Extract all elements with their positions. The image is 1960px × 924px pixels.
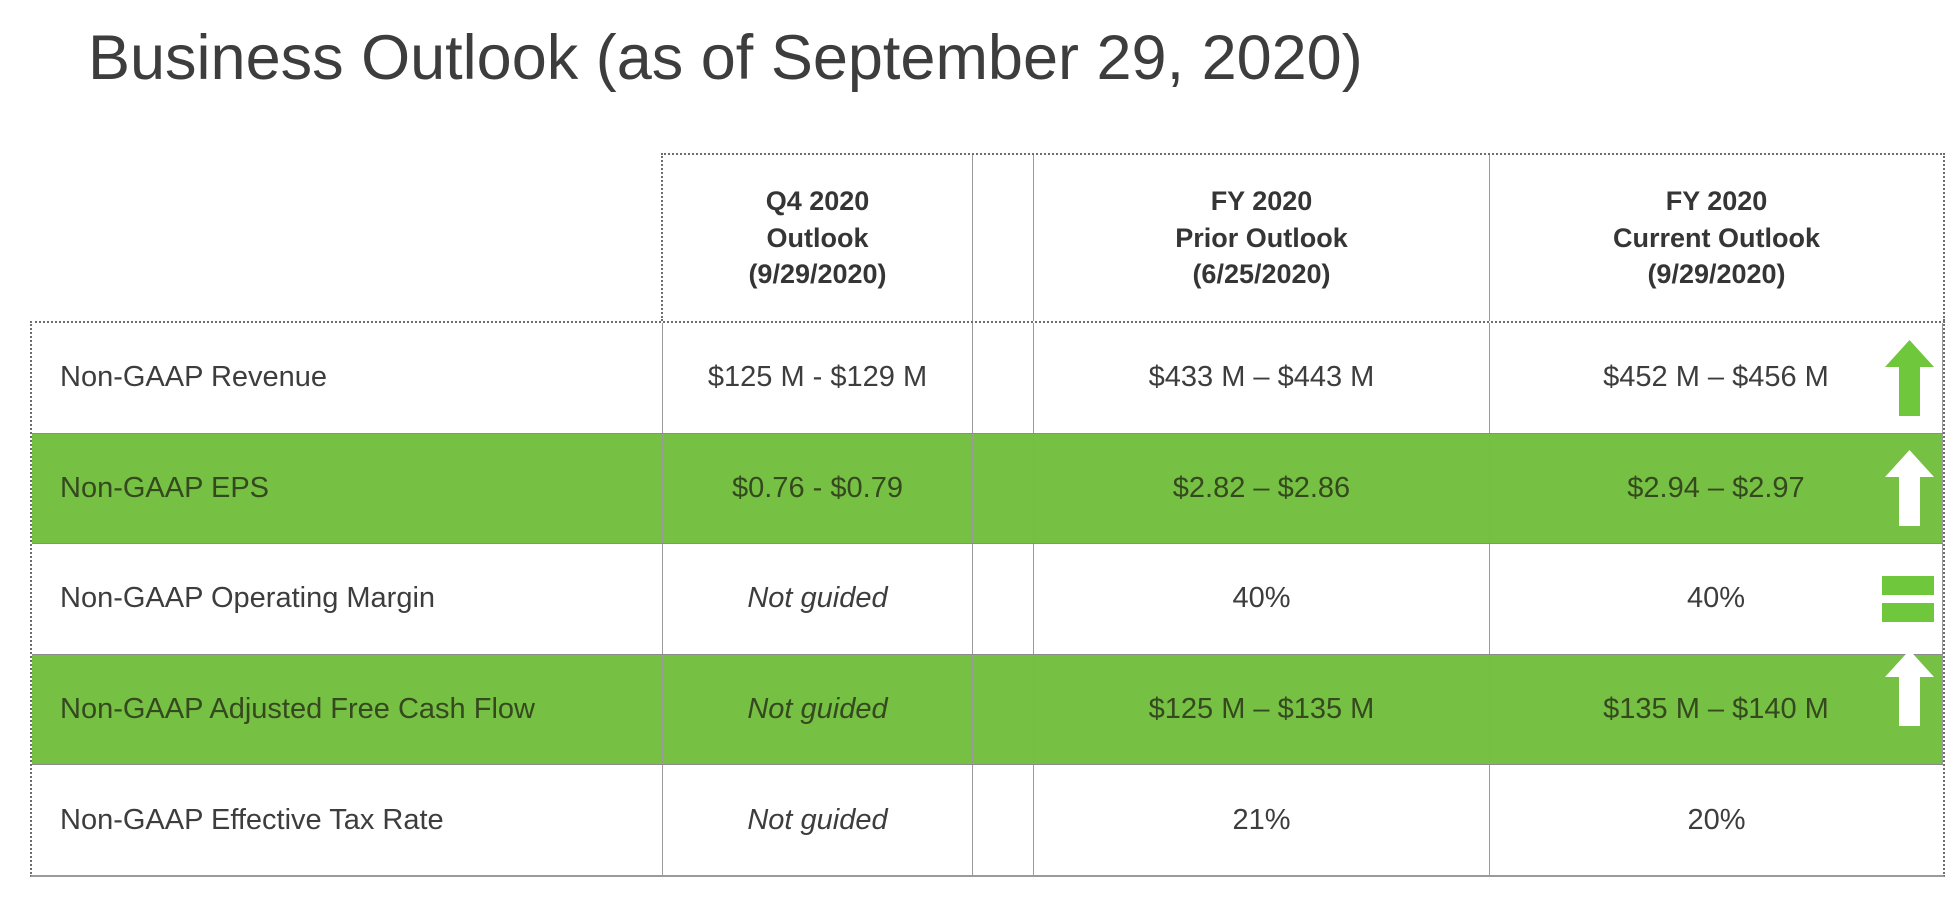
- cell-spacer: [973, 433, 1034, 544]
- up-arrow-icon: [1885, 649, 1934, 726]
- cell-fy-current-outlook: 20%: [1490, 765, 1943, 875]
- up-arrow-icon: [1885, 339, 1934, 416]
- cell-value: 40%: [1686, 582, 1746, 615]
- column-header-spacer: [973, 155, 1034, 321]
- cell-value: $125 M – $135 M: [1148, 693, 1375, 726]
- cell-value: $433 M – $443 M: [1148, 361, 1375, 394]
- cell-fy-current-outlook: $2.94 – $2.97: [1490, 433, 1943, 544]
- table-header: Q4 2020 Outlook (9/29/2020) FY 2020 Prio…: [661, 153, 1945, 321]
- outlook-table: Non-GAAP Revenue $125 M - $129 M $433 M …: [30, 321, 1945, 877]
- cell-value: $125 M - $129 M: [707, 361, 928, 394]
- cell-fy-prior-outlook: $125 M – $135 M: [1034, 654, 1490, 765]
- cell-fy-prior-outlook: 21%: [1034, 765, 1490, 875]
- row-label: Non-GAAP Operating Margin: [32, 544, 663, 654]
- cell-fy-prior-outlook: 40%: [1034, 544, 1490, 654]
- cell-value: 40%: [1232, 582, 1291, 615]
- cell-fy-prior-outlook: $2.82 – $2.86: [1034, 433, 1490, 544]
- table-row-adjusted-free-cash-flow: Non-GAAP Adjusted Free Cash Flow Not gui…: [32, 649, 1943, 765]
- row-label: Non-GAAP Adjusted Free Cash Flow: [32, 654, 663, 765]
- cell-fy-current-outlook: $135 M – $140 M: [1490, 654, 1943, 765]
- cell-spacer: [973, 765, 1034, 875]
- cell-value: Not guided: [747, 693, 888, 726]
- row-label: Non-GAAP Effective Tax Rate: [32, 765, 663, 875]
- cell-fy-prior-outlook: $433 M – $443 M: [1034, 323, 1490, 433]
- cell-value: $0.76 - $0.79: [732, 471, 903, 504]
- cell-spacer: [973, 544, 1034, 654]
- cell-fy-current-outlook: 40%: [1490, 544, 1943, 654]
- column-header-fy-current-outlook: FY 2020 Current Outlook (9/29/2020): [1613, 186, 1820, 290]
- table-row-operating-margin: Non-GAAP Operating Margin Not guided 40%…: [32, 543, 1943, 654]
- cell-value: $452 M – $456 M: [1603, 361, 1829, 394]
- cell-value: $2.82 – $2.86: [1172, 471, 1351, 504]
- cell-value: Not guided: [747, 582, 888, 615]
- row-label: Non-GAAP EPS: [32, 433, 663, 544]
- cell-value: Not guided: [747, 803, 888, 836]
- cell-value: $135 M – $140 M: [1603, 693, 1829, 726]
- equals-icon: [1882, 575, 1934, 622]
- cell-q4-outlook: Not guided: [663, 765, 973, 875]
- cell-q4-outlook: $125 M - $129 M: [663, 323, 973, 433]
- cell-value: $2.94 – $2.97: [1627, 471, 1805, 504]
- cell-fy-current-outlook: $452 M – $456 M: [1490, 323, 1943, 433]
- table-row-eps: Non-GAAP EPS $0.76 - $0.79 $2.82 – $2.86…: [32, 432, 1943, 544]
- up-arrow-icon: [1885, 450, 1934, 527]
- row-label: Non-GAAP Revenue: [32, 323, 663, 433]
- column-header-fy-prior-outlook: FY 2020 Prior Outlook (6/25/2020): [1034, 155, 1490, 321]
- cell-value: 21%: [1232, 803, 1291, 836]
- cell-q4-outlook: Not guided: [663, 654, 973, 765]
- cell-spacer: [973, 323, 1034, 433]
- table-row-revenue: Non-GAAP Revenue $125 M - $129 M $433 M …: [32, 323, 1943, 433]
- cell-q4-outlook: $0.76 - $0.79: [663, 433, 973, 544]
- cell-spacer: [973, 654, 1034, 765]
- cell-q4-outlook: Not guided: [663, 544, 973, 654]
- column-header-q4-outlook: Q4 2020 Outlook (9/29/2020): [663, 155, 973, 321]
- page-title: Business Outlook (as of September 29, 20…: [88, 23, 1363, 93]
- cell-value: 20%: [1687, 803, 1746, 836]
- table-row-effective-tax-rate: Non-GAAP Effective Tax Rate Not guided 2…: [32, 764, 1943, 875]
